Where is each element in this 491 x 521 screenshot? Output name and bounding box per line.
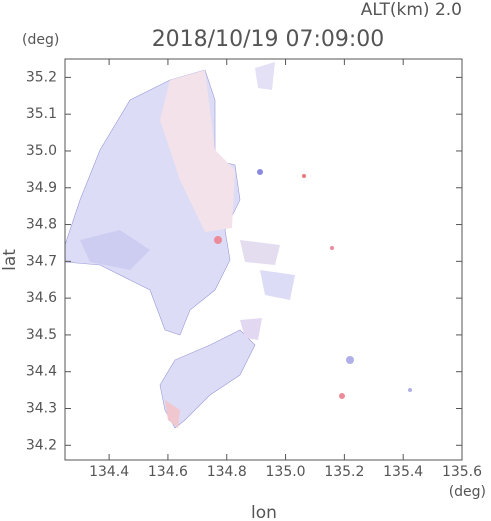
x-tick-label: 135.0 xyxy=(266,464,306,480)
y-tick-label: 34.9 xyxy=(26,180,57,196)
y-tick-label: 34.5 xyxy=(26,327,57,343)
x-tick-label: 134.4 xyxy=(89,464,129,480)
radar-field xyxy=(64,62,412,429)
x-tick-label: 134.6 xyxy=(148,464,188,480)
x-tick-label: 135.2 xyxy=(324,464,364,480)
y-tick-label: 34.7 xyxy=(26,253,57,269)
plot-frame xyxy=(64,58,463,461)
y-tick-label: 34.2 xyxy=(26,437,57,453)
y-unit: (deg) xyxy=(22,32,59,48)
chart-title: 2018/10/19 07:09:00 xyxy=(152,27,385,52)
x-tick-label: 134.8 xyxy=(207,464,247,480)
y-tick-label: 35.1 xyxy=(26,106,57,122)
x-tick-label: 135.4 xyxy=(383,464,423,480)
x-tick-label: 135.6 xyxy=(442,464,482,480)
y-tick-label: 34.8 xyxy=(26,217,57,233)
x-unit: (deg) xyxy=(449,484,486,500)
y-tick-label: 34.6 xyxy=(26,290,57,306)
y-tick-label: 34.3 xyxy=(26,400,57,416)
y-tick-label: 35.0 xyxy=(26,143,57,159)
x-axis-label: lon xyxy=(251,503,277,521)
altitude-label: ALT(km) 2.0 xyxy=(361,0,462,20)
y-axis-label: lat xyxy=(0,249,20,271)
y-tick-label: 34.4 xyxy=(26,364,57,380)
y-tick-label: 35.2 xyxy=(26,69,57,85)
